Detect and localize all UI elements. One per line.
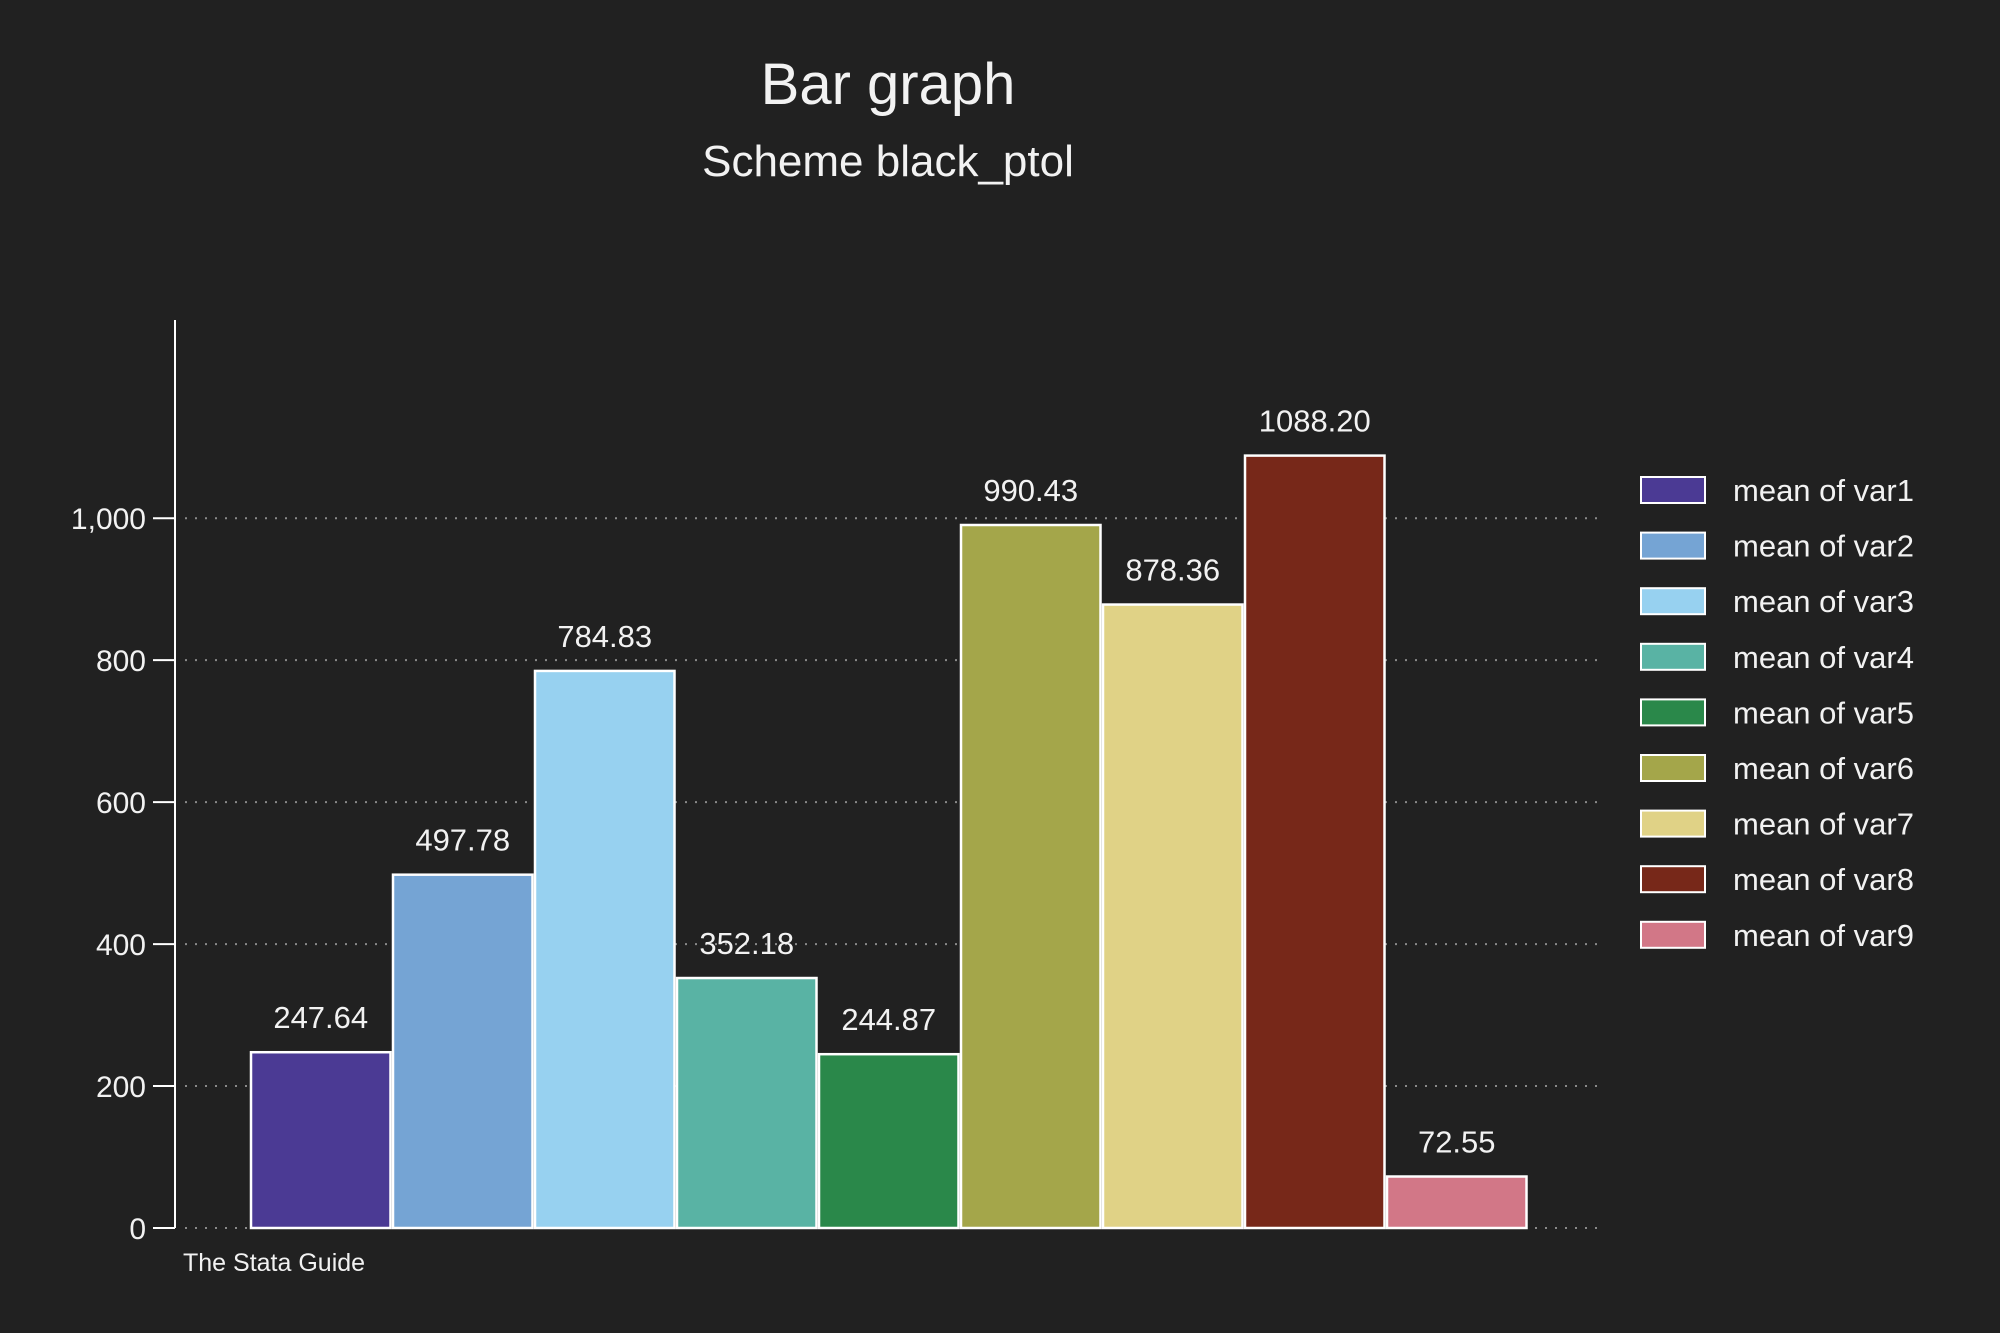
legend-swatch-var7 bbox=[1640, 809, 1706, 838]
y-tick-label: 200 bbox=[96, 1071, 146, 1104]
legend-label-var2: mean of var2 bbox=[1733, 529, 1914, 564]
legend-swatch-var6 bbox=[1640, 754, 1706, 782]
bar-var1 bbox=[249, 1050, 392, 1230]
value-label-var3: 784.83 bbox=[557, 619, 652, 654]
legend-label-var1: mean of var1 bbox=[1733, 473, 1914, 508]
y-tick-label: 800 bbox=[96, 645, 146, 678]
legend-swatch-var8 bbox=[1640, 865, 1706, 894]
y-tick-label: 0 bbox=[129, 1213, 146, 1246]
value-label-var6: 990.43 bbox=[983, 473, 1078, 508]
legend-label-var7: mean of var7 bbox=[1733, 807, 1914, 842]
legend-label-var4: mean of var4 bbox=[1733, 640, 1914, 675]
y-tick-label: 600 bbox=[96, 787, 146, 820]
legend-swatch-var2 bbox=[1640, 531, 1706, 560]
bar-var8 bbox=[1243, 454, 1386, 1230]
value-labels: 247.64 497.78 784.83 352.18 244.87 990.43 878.… bbox=[273, 404, 1495, 1160]
legend-swatch-var5 bbox=[1640, 698, 1706, 727]
value-label-var4: 352.18 bbox=[699, 926, 794, 961]
value-label-var5: 244.87 bbox=[841, 1002, 936, 1037]
value-label-var2: 497.78 bbox=[415, 823, 510, 858]
legend-label-var6: mean of var6 bbox=[1733, 751, 1914, 786]
bar-var6 bbox=[959, 523, 1102, 1230]
value-label-var1: 247.64 bbox=[273, 1000, 368, 1035]
value-label-var8: 1088.20 bbox=[1259, 404, 1371, 439]
bar-var7 bbox=[1101, 603, 1244, 1230]
legend-swatch-var3 bbox=[1640, 587, 1706, 616]
legend-label-var5: mean of var5 bbox=[1733, 695, 1914, 730]
bars bbox=[249, 454, 1528, 1230]
legend-label-var3: mean of var3 bbox=[1733, 584, 1914, 619]
y-tick-label: 1,000 bbox=[71, 503, 146, 536]
bar-var4 bbox=[675, 976, 818, 1230]
y-axis-ticks: 0 200 400 600 800 1,000 bbox=[71, 503, 175, 1246]
legend-label-var9: mean of var9 bbox=[1733, 918, 1914, 953]
y-tick-label: 400 bbox=[96, 929, 146, 962]
legend-swatch-var4 bbox=[1640, 642, 1706, 671]
bar-var2 bbox=[391, 873, 534, 1230]
legend-swatch-var1 bbox=[1640, 476, 1706, 504]
value-label-var7: 878.36 bbox=[1125, 553, 1220, 588]
value-label-var9: 72.55 bbox=[1418, 1125, 1496, 1160]
legend-swatch-var9 bbox=[1640, 920, 1706, 949]
bar-var9 bbox=[1385, 1175, 1528, 1230]
chart-note: The Stata Guide bbox=[183, 1249, 365, 1277]
legend: mean of var1 mean of var2 mean of var3 mean… bbox=[1640, 473, 1914, 953]
bar-var5 bbox=[817, 1052, 960, 1230]
legend-label-var8: mean of var8 bbox=[1733, 862, 1914, 897]
bar-var3 bbox=[533, 669, 676, 1230]
chart-subtitle: Scheme black_ptol bbox=[702, 137, 1074, 186]
chart-title: Bar graph bbox=[761, 52, 1016, 117]
